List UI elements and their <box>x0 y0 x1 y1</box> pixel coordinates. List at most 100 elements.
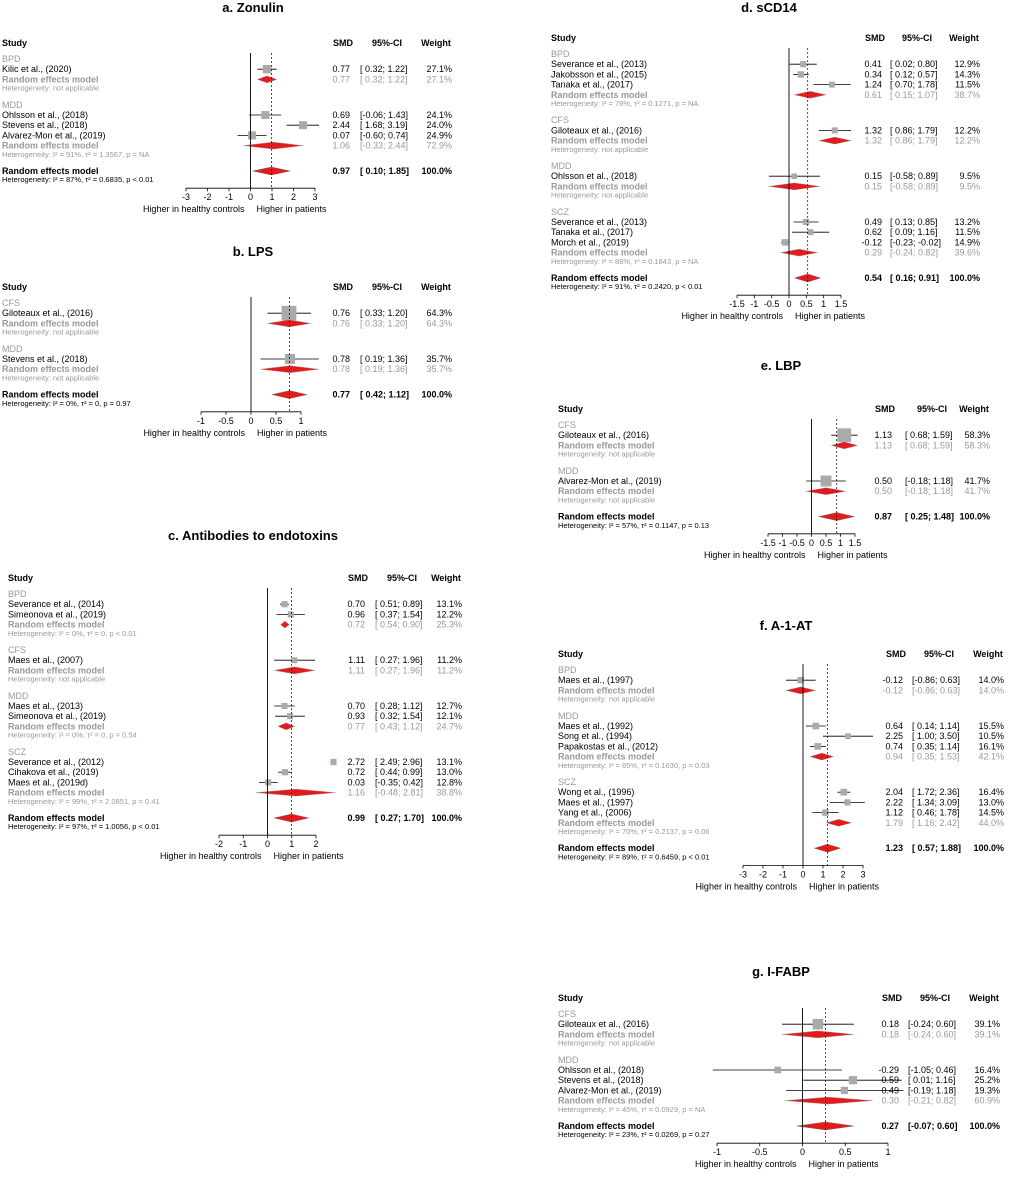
study-label: Severance et al., (2014) <box>8 599 104 609</box>
weight-value: 11.5% <box>955 227 980 237</box>
column-header-weight: Weight <box>421 38 451 48</box>
ci-value: [ 1.68; 3.19] <box>360 120 408 130</box>
ci-value: [-0.48; 2.81] <box>375 788 423 798</box>
study-point <box>287 713 294 720</box>
weight-value: 13.1% <box>436 757 462 767</box>
column-header-smd: SMD <box>865 33 886 43</box>
footer-right-label: Higher in patients <box>818 550 889 560</box>
overall-label: Random effects model <box>551 273 648 283</box>
column-header-study: Study <box>551 33 576 43</box>
smd-value: 0.30 <box>881 1096 899 1106</box>
study-point <box>802 218 810 226</box>
overall-weight: 100.0% <box>421 166 452 176</box>
ci-value: [ 0.13; 0.85] <box>890 217 938 227</box>
study-label: Simeonova et al., (2019) <box>8 711 106 721</box>
column-header-ci: 95%-CI <box>902 33 932 43</box>
weight-value: 16.4% <box>974 1065 1000 1075</box>
column-header-study: Study <box>558 993 583 1003</box>
weight-value: 13.0% <box>978 797 1004 807</box>
weight-value: 39.1% <box>974 1029 1000 1039</box>
smd-value: 0.62 <box>864 227 882 237</box>
smd-value: 1.79 <box>885 818 903 828</box>
pooled-label: Random effects model <box>2 318 99 328</box>
ci-value: [ 0.70; 1.78] <box>890 80 938 90</box>
weight-value: 39.6% <box>954 248 980 258</box>
study-point <box>330 758 337 766</box>
weight-value: 13.0% <box>436 767 462 777</box>
plot-title: a. Zonulin <box>222 0 283 15</box>
ci-value: [ 0.12; 0.57] <box>890 69 938 79</box>
subgroup-label: CFS <box>558 420 576 430</box>
ci-value: [ 0.33; 1.20] <box>360 318 408 328</box>
heterogeneity-label: Heterogeneity: not applicable <box>2 328 99 337</box>
forest-plot-3: c. Antibodies to endotoxins Study SMD 95%-C… <box>8 528 462 861</box>
study-point <box>285 354 295 364</box>
overall-smd: 1.23 <box>885 843 903 853</box>
ci-value: [ 0.35; 1.14] <box>912 741 960 751</box>
plot-title: g. I-FABP <box>752 964 810 979</box>
overall-heterogeneity: Heterogeneity: I² = 89%, τ² = 0.6459, p … <box>558 852 710 861</box>
smd-value: 0.69 <box>332 110 350 120</box>
weight-value: 11.5% <box>955 80 980 90</box>
study-point <box>845 733 851 740</box>
weight-value: 15.5% <box>978 721 1004 731</box>
weight-value: 58.3% <box>964 430 990 440</box>
column-header-study: Study <box>558 404 583 414</box>
x-tick-label: 0 <box>809 538 814 548</box>
heterogeneity-label: Heterogeneity: not applicable <box>558 450 655 459</box>
subgroup-label: MDD <box>558 711 579 721</box>
weight-value: 44.0% <box>978 818 1004 828</box>
study-label: Simeonova et al., (2019) <box>8 609 106 619</box>
heterogeneity-label: Heterogeneity: I² = 78%, τ² = 0.1271, p … <box>551 99 698 108</box>
heterogeneity-label: Heterogeneity: I² = 99%, τ² = 2.0851, p … <box>8 797 160 806</box>
smd-value: 2.25 <box>885 731 903 741</box>
study-label: Kilic et al., (2020) <box>2 64 72 74</box>
overall-smd: 0.54 <box>864 273 882 283</box>
pooled-diamond <box>794 91 827 99</box>
column-header-weight: Weight <box>421 282 451 292</box>
subgroup-label: CFS <box>558 1009 576 1019</box>
subgroup-label: CFS <box>551 115 569 125</box>
ci-value: [ 0.43; 1.12] <box>375 721 423 731</box>
heterogeneity-label: Heterogeneity: I² = 45%, τ² = 0.0929, p … <box>558 1105 705 1114</box>
overall-weight: 100.0% <box>973 843 1004 853</box>
pooled-label: Random effects model <box>558 440 655 450</box>
x-tick-label: 1 <box>289 839 294 849</box>
x-tick-label: 1 <box>885 1147 890 1157</box>
ci-value: [ 0.28; 1.12] <box>375 701 423 711</box>
pooled-label: Random effects model <box>551 136 648 146</box>
overall-label: Random effects model <box>2 390 99 400</box>
weight-value: 13.2% <box>954 217 980 227</box>
x-tick-label: 1 <box>838 538 843 548</box>
study-point <box>281 601 288 608</box>
weight-value: 42.1% <box>978 752 1004 762</box>
study-point <box>812 1018 824 1030</box>
smd-value: 1.16 <box>347 788 365 798</box>
study-label: Cihakova et al., (2019) <box>8 767 99 777</box>
smd-value: 0.70 <box>347 701 365 711</box>
subgroup-label: CFS <box>8 645 26 655</box>
heterogeneity-label: Heterogeneity: not applicable <box>8 675 105 684</box>
column-header-smd: SMD <box>886 649 907 659</box>
ci-value: [-0.86; 0.63] <box>912 675 960 685</box>
smd-value: 0.29 <box>864 248 882 258</box>
smd-value: 0.49 <box>881 1085 899 1095</box>
weight-value: 41.7% <box>964 476 990 486</box>
heterogeneity-label: Heterogeneity: not applicable <box>558 1039 655 1048</box>
ci-value: [-0.18; 1.18] <box>905 486 953 496</box>
study-point <box>812 722 820 730</box>
study-point <box>261 110 270 120</box>
smd-value: 2.22 <box>885 797 903 807</box>
overall-ci: [ 0.42; 1.12] <box>360 390 409 400</box>
smd-value: 0.07 <box>332 130 350 140</box>
ci-value: [ 1.34; 3.09] <box>912 797 960 807</box>
pooled-label: Random effects model <box>558 486 655 496</box>
smd-value: 0.78 <box>332 354 350 364</box>
column-header-ci: 95%-CI <box>372 282 402 292</box>
study-point <box>291 657 298 664</box>
pooled-diamond <box>784 1096 873 1105</box>
smd-value: 0.74 <box>885 741 903 751</box>
x-tick-label: 3 <box>860 869 865 879</box>
column-header-smd: SMD <box>333 282 354 292</box>
